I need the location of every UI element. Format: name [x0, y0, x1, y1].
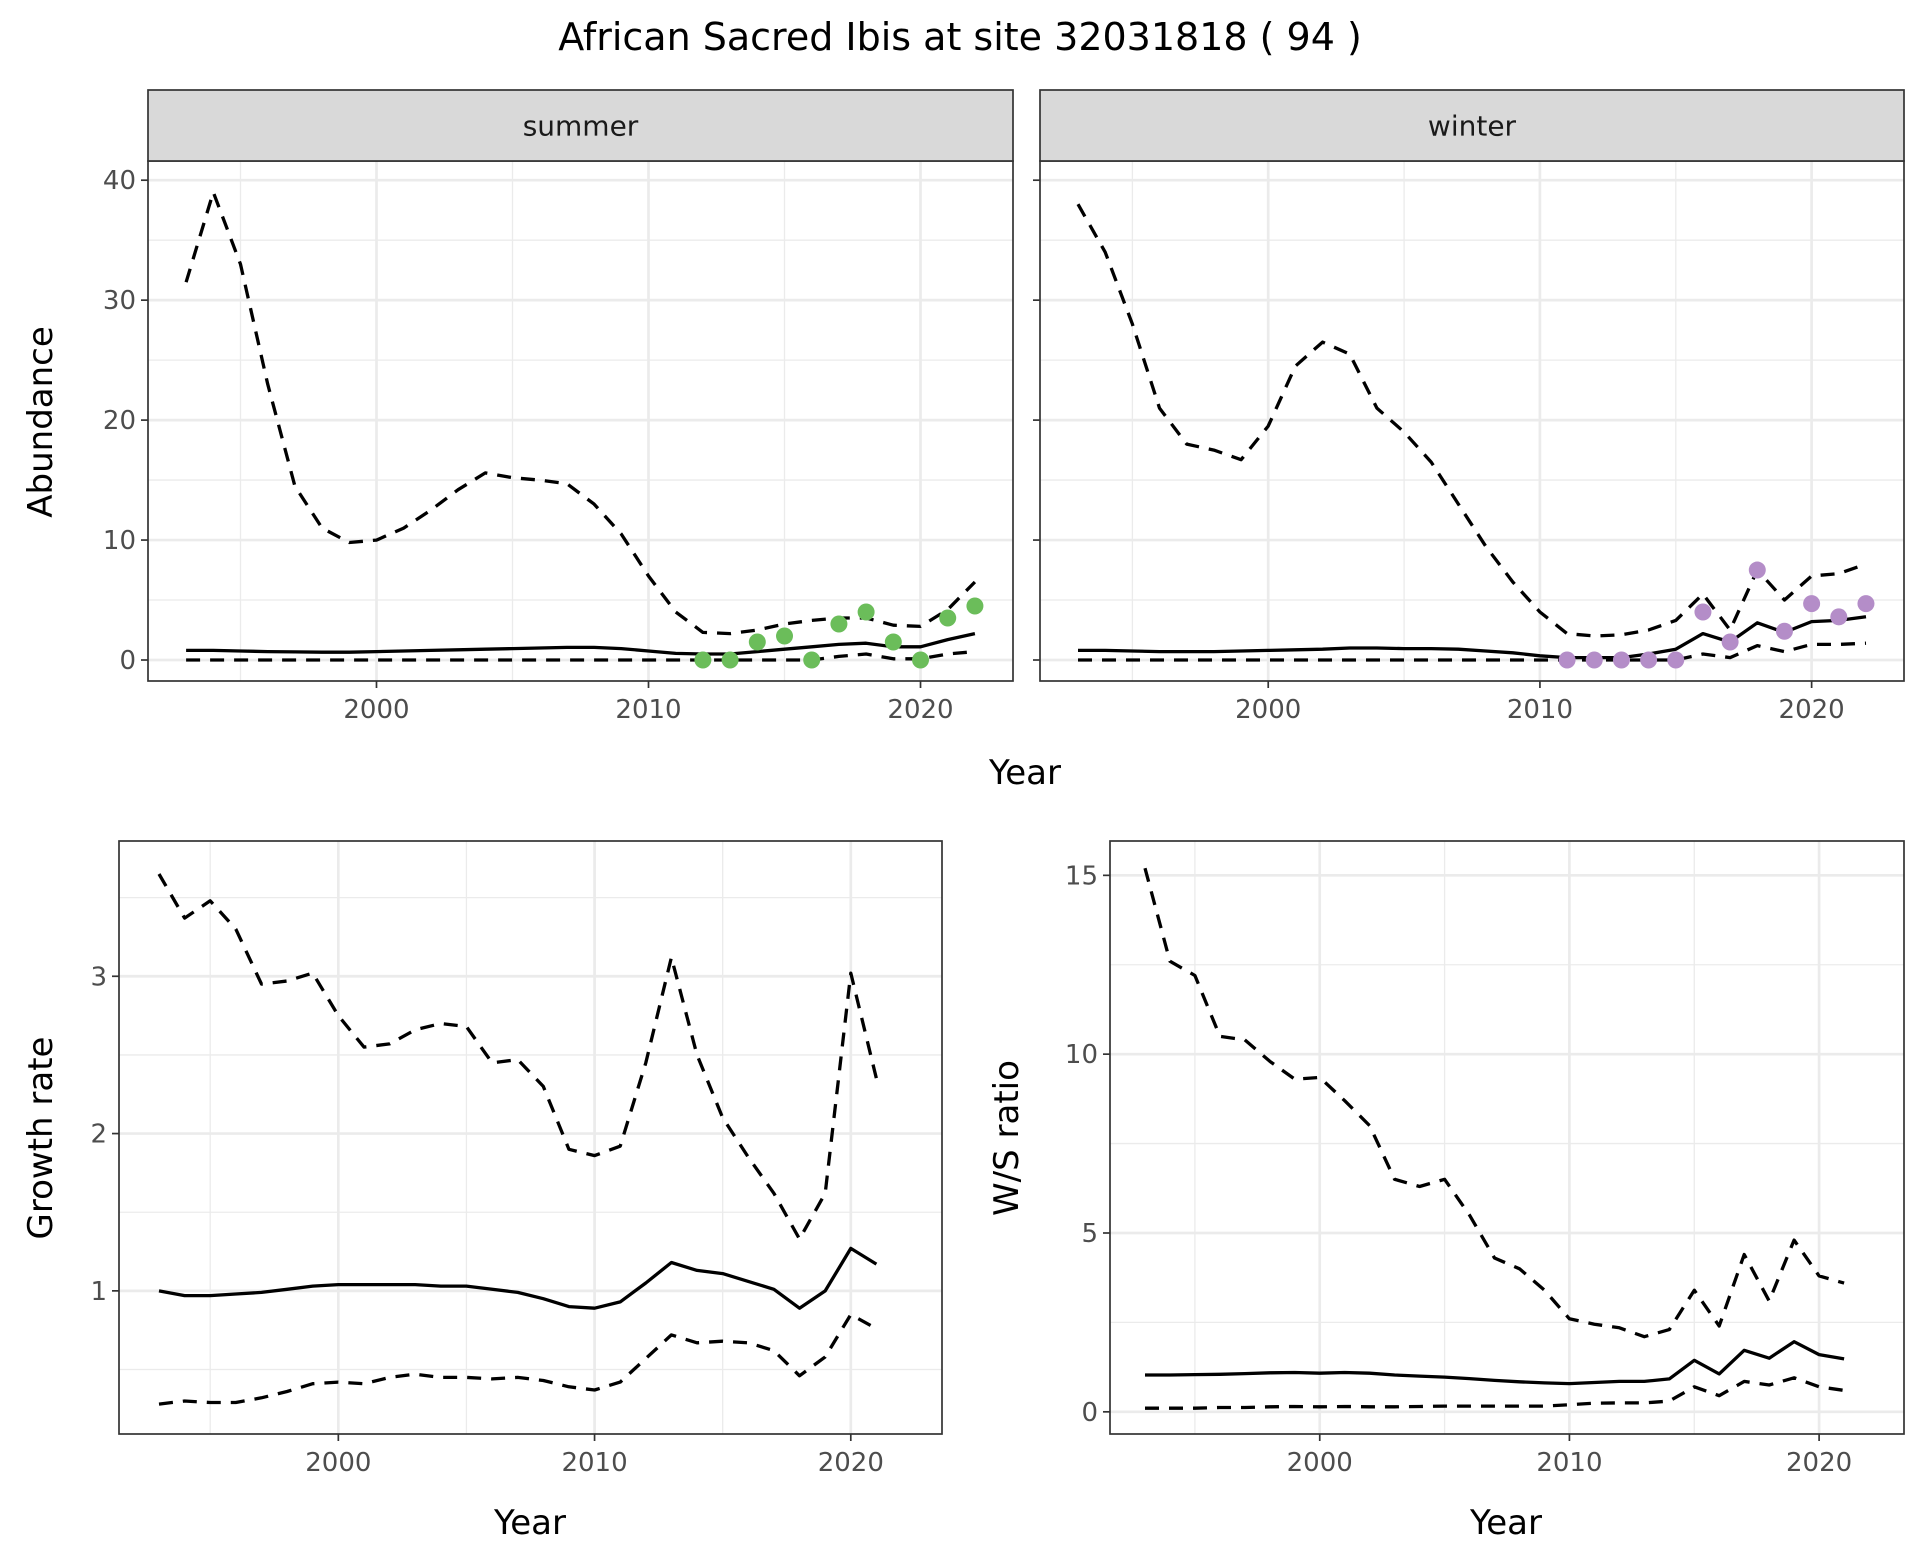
upper-bound-line [157, 873, 879, 1241]
observation-point [1721, 633, 1739, 651]
observation-point [1775, 622, 1793, 640]
observation-point [1857, 595, 1875, 613]
observation-point [748, 633, 766, 651]
lower-bound-line [186, 649, 976, 662]
x-axis-label: Year [1469, 1503, 1542, 1543]
x-tick-label: 2010 [1536, 1448, 1602, 1478]
facet-strip [1039, 89, 1905, 162]
observation-point [1830, 608, 1848, 626]
observation-point [966, 597, 984, 615]
y-tick-label: 15 [1065, 861, 1098, 891]
y-tick-label: 40 [103, 166, 136, 196]
observation-point [721, 651, 739, 669]
observation-point [776, 627, 794, 645]
observation-point [912, 651, 930, 669]
panel-w-s-ratio: 2000 2010 2020 0 5 10 15 W/S ratio Year [987, 840, 1905, 1543]
observation-point [1612, 651, 1630, 669]
y-tick-label: 2 [90, 1120, 107, 1150]
observation-point [803, 651, 821, 669]
x-tick-label: 2020 [887, 695, 953, 725]
chart-title: African Sacred Ibis at site 32031818 ( 9… [558, 15, 1362, 59]
observation-point [1585, 651, 1603, 669]
x-tick-label: 2000 [1287, 1448, 1353, 1478]
mean-line [158, 1246, 878, 1310]
observation-point [1694, 603, 1712, 621]
lower-bound-line [1078, 641, 1867, 662]
y-tick-label: 30 [103, 286, 136, 316]
upper-bound-line [1143, 867, 1845, 1339]
x-tick-label: 2010 [1507, 695, 1573, 725]
upper-bound-line [184, 190, 977, 636]
upper-bound-line [1076, 203, 1867, 638]
y-axis-label: Growth rate [21, 1037, 61, 1240]
facet-label: winter [1428, 110, 1517, 143]
panel-growth-rate: 2000 2010 2020 1 2 3 Growth rate Year [21, 840, 943, 1543]
x-tick-label: 2000 [1235, 695, 1301, 725]
panel-winter: winter 2000 2010 2020 [1033, 89, 1905, 725]
observation-point [884, 633, 902, 651]
y-tick-label: 10 [103, 526, 136, 556]
x-tick-label: 2010 [615, 695, 681, 725]
y-axis-label: Abundance [21, 326, 61, 518]
observation-point [1640, 651, 1658, 669]
y-tick-label: 1 [90, 1277, 107, 1307]
panel-border [1109, 840, 1905, 1435]
mean-line [1145, 1340, 1845, 1386]
observation-point [1803, 595, 1821, 613]
observation-point [857, 603, 875, 621]
y-tick-label: 10 [1065, 1040, 1098, 1070]
observation-point [830, 615, 848, 633]
y-tick-label: 0 [1081, 1398, 1098, 1428]
x-axis-label: Year [493, 1503, 566, 1543]
y-tick-label: 3 [90, 962, 107, 992]
x-tick-label: 2000 [343, 695, 409, 725]
y-tick-label: 0 [119, 646, 136, 676]
observation-point [1748, 561, 1766, 579]
lower-bound-line [1145, 1376, 1845, 1410]
mean-line [1078, 615, 1867, 660]
observation-point [1558, 651, 1576, 669]
x-axis-label: Year [988, 753, 1061, 793]
y-tick-label: 20 [103, 406, 136, 436]
facet-label: summer [523, 110, 639, 143]
y-tick-label: 5 [1081, 1219, 1098, 1249]
mean-line [186, 631, 976, 656]
x-tick-label: 2020 [1786, 1448, 1852, 1478]
lower-bound-line [158, 1312, 878, 1406]
panel-summer: summer 2000 2010 2020 0 10 20 30 40 Abundance Year [21, 89, 1061, 793]
observation-point [1667, 651, 1685, 669]
panel-border [118, 840, 943, 1435]
x-tick-label: 2020 [818, 1448, 884, 1478]
x-tick-label: 2010 [561, 1448, 627, 1478]
facet-strip [147, 89, 1014, 162]
x-tick-label: 2020 [1779, 695, 1845, 725]
observation-point [939, 609, 957, 627]
y-axis-label: W/S ratio [987, 1060, 1027, 1216]
observation-point [694, 651, 712, 669]
x-tick-label: 2000 [305, 1448, 371, 1478]
